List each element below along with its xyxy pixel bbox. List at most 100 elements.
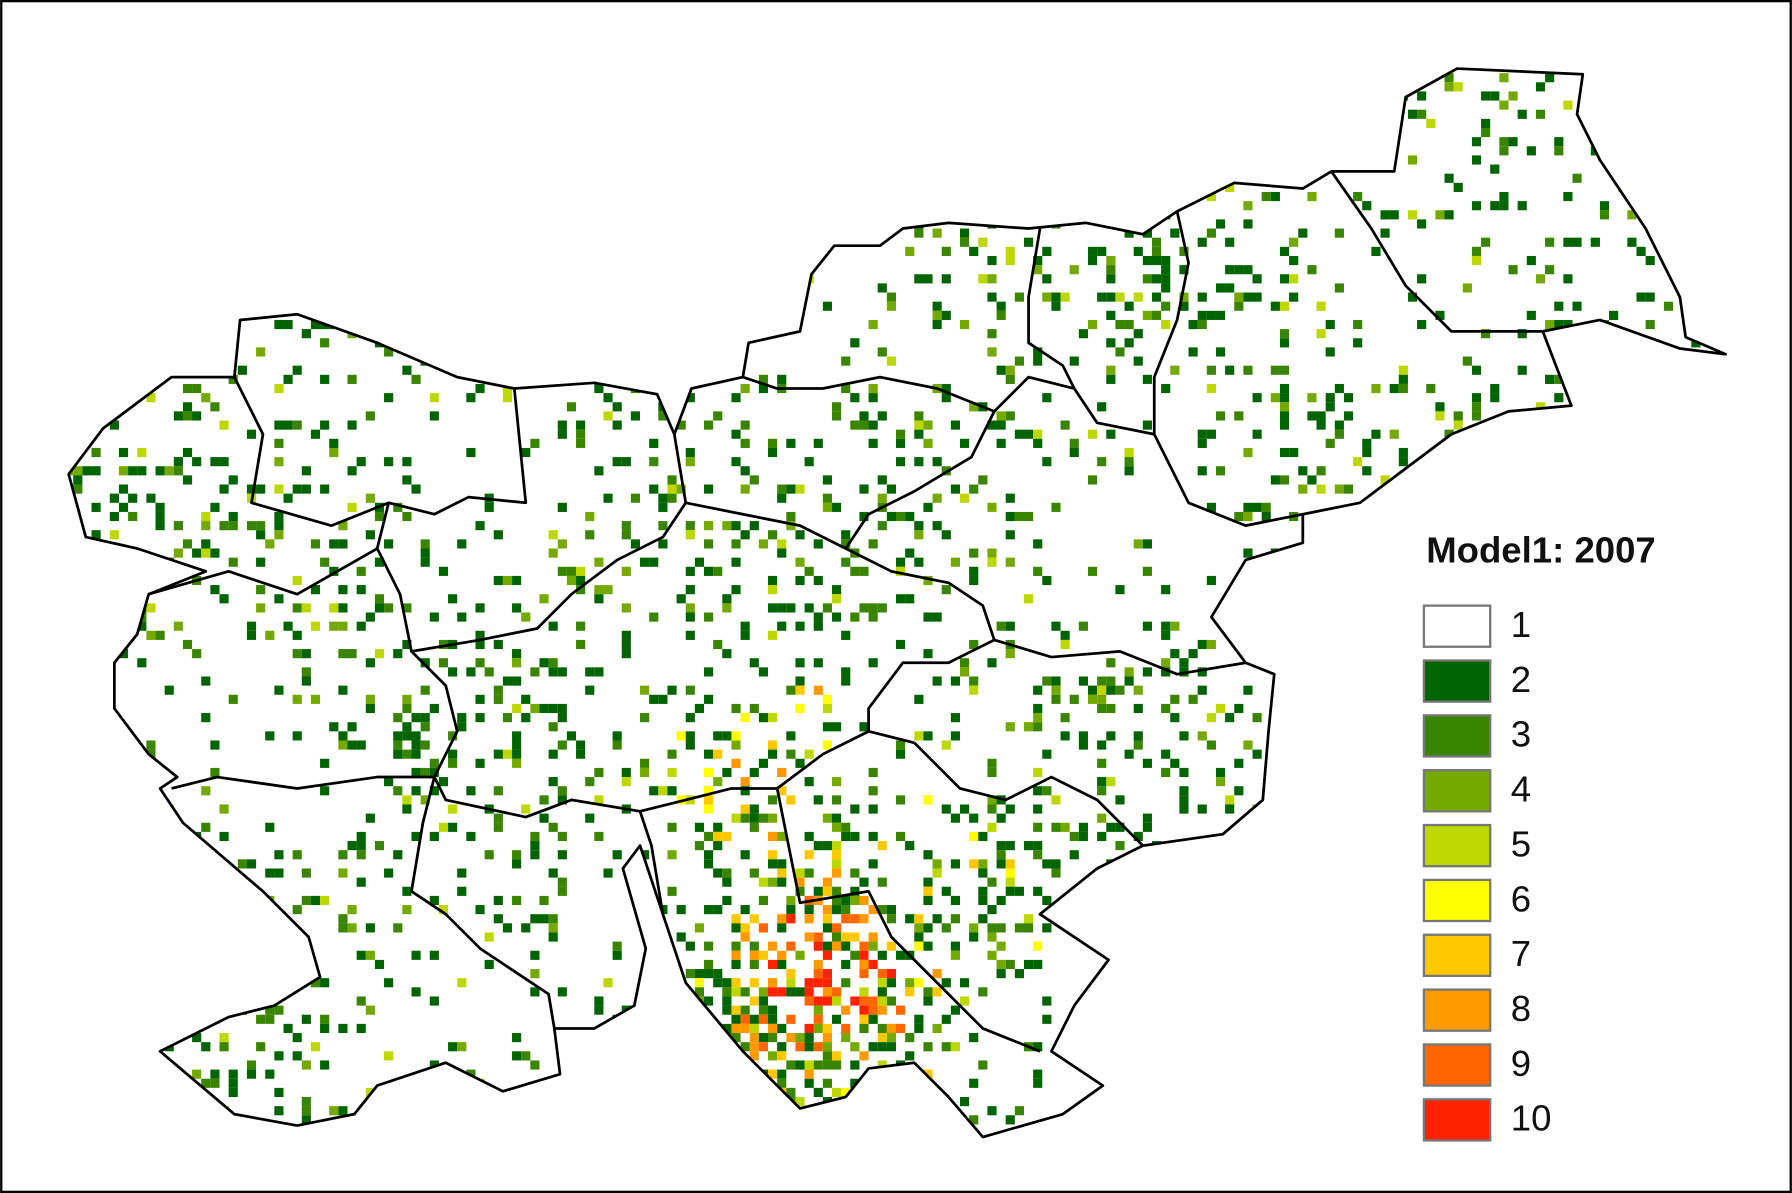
- raster-cell: [1115, 319, 1125, 330]
- raster-cell: [868, 831, 878, 842]
- raster-cell: [959, 667, 970, 677]
- raster-cell: [996, 301, 1006, 311]
- raster-cell: [1142, 539, 1152, 549]
- raster-cell: [1033, 822, 1043, 832]
- raster-cell: [1087, 475, 1098, 485]
- raster-cell: [1316, 411, 1326, 421]
- raster-cell: [1005, 511, 1015, 522]
- raster-cell: [1279, 402, 1290, 412]
- raster-cell: [1069, 438, 1079, 448]
- raster-cell: [219, 594, 229, 604]
- raster-cell: [1042, 292, 1052, 302]
- raster-cell: [704, 795, 714, 805]
- raster-cell: [1042, 895, 1052, 906]
- raster-cell: [658, 411, 668, 421]
- raster-cell: [722, 594, 732, 604]
- raster-cell: [320, 374, 330, 384]
- raster-cell: [914, 420, 924, 430]
- raster-cell: [868, 1042, 878, 1052]
- raster-cell: [1170, 758, 1180, 768]
- raster-cell: [777, 923, 787, 933]
- raster-cell: [923, 886, 933, 896]
- raster-cell: [1142, 374, 1152, 384]
- raster-cell: [667, 493, 677, 503]
- raster-cell: [493, 530, 503, 540]
- raster-cell: [850, 566, 860, 576]
- raster-cell: [1307, 393, 1317, 403]
- raster-cell: [374, 557, 385, 567]
- raster-cell: [420, 557, 430, 567]
- raster-cell: [1471, 365, 1482, 375]
- raster-cell: [1042, 274, 1052, 284]
- raster-cell: [338, 1023, 348, 1034]
- raster-cell: [832, 886, 842, 896]
- raster-cell: [1097, 292, 1107, 302]
- raster-cell: [832, 923, 842, 933]
- raster-cell: [1234, 292, 1244, 302]
- raster-cell: [530, 969, 540, 979]
- raster-cell: [429, 786, 439, 796]
- raster-cell: [978, 868, 988, 878]
- raster-cell: [832, 895, 842, 906]
- raster-cell: [393, 923, 403, 933]
- raster-cell: [822, 978, 833, 988]
- raster-cell: [228, 521, 238, 531]
- raster-cell: [813, 685, 823, 695]
- raster-cell: [1252, 292, 1262, 302]
- raster-cell: [310, 1042, 321, 1052]
- raster-cell: [749, 475, 759, 485]
- raster-cell: [914, 1014, 924, 1024]
- raster-cell: [1179, 292, 1189, 302]
- raster-cell: [877, 969, 887, 979]
- raster-cell: [1490, 164, 1500, 174]
- raster-cell: [548, 530, 558, 540]
- raster-cell: [356, 850, 366, 860]
- raster-cell: [758, 877, 769, 887]
- legend-label: 9: [1511, 1043, 1531, 1084]
- raster-cell: [210, 740, 220, 750]
- raster-cell: [493, 786, 503, 796]
- raster-cell: [182, 447, 193, 458]
- raster-cell: [740, 923, 750, 933]
- raster-cell: [694, 822, 705, 832]
- raster-cell: [420, 767, 430, 778]
- raster-cell: [1407, 210, 1418, 220]
- raster-cell: [557, 987, 567, 997]
- raster-cell: [959, 1097, 970, 1107]
- raster-cell: [329, 1106, 339, 1116]
- raster-cell: [795, 1033, 805, 1043]
- raster-cell: [685, 941, 695, 951]
- raster-cell: [950, 813, 960, 823]
- raster-cell: [1106, 265, 1116, 275]
- raster-cell: [987, 767, 997, 778]
- raster-cell: [749, 950, 759, 960]
- raster-cell: [466, 667, 476, 677]
- raster-cell: [813, 621, 823, 631]
- raster-cell: [1270, 475, 1280, 485]
- raster-cell: [987, 905, 997, 915]
- raster-cell: [402, 511, 412, 522]
- raster-cell: [832, 594, 842, 604]
- raster-cell: [393, 502, 403, 512]
- raster-cell: [557, 429, 567, 439]
- raster-cell: [704, 521, 714, 531]
- raster-cell: [841, 978, 851, 988]
- raster-cell: [1042, 575, 1052, 586]
- raster-cell: [1051, 292, 1061, 302]
- raster-cell: [365, 923, 375, 933]
- raster-cell: [1325, 438, 1335, 448]
- raster-cell: [1490, 383, 1500, 394]
- raster-cell: [347, 374, 357, 384]
- raster-cell: [1033, 1078, 1043, 1088]
- raster-cell: [1106, 658, 1116, 668]
- raster-cell: [1005, 859, 1015, 869]
- raster-cell: [877, 493, 887, 503]
- raster-cell: [192, 411, 202, 421]
- raster-cell: [1033, 429, 1043, 439]
- raster-cell: [777, 374, 787, 384]
- raster-cell: [338, 603, 348, 613]
- raster-cell: [740, 777, 750, 787]
- legend-title: Model1: 2007: [1426, 530, 1656, 571]
- raster-cell: [749, 813, 759, 823]
